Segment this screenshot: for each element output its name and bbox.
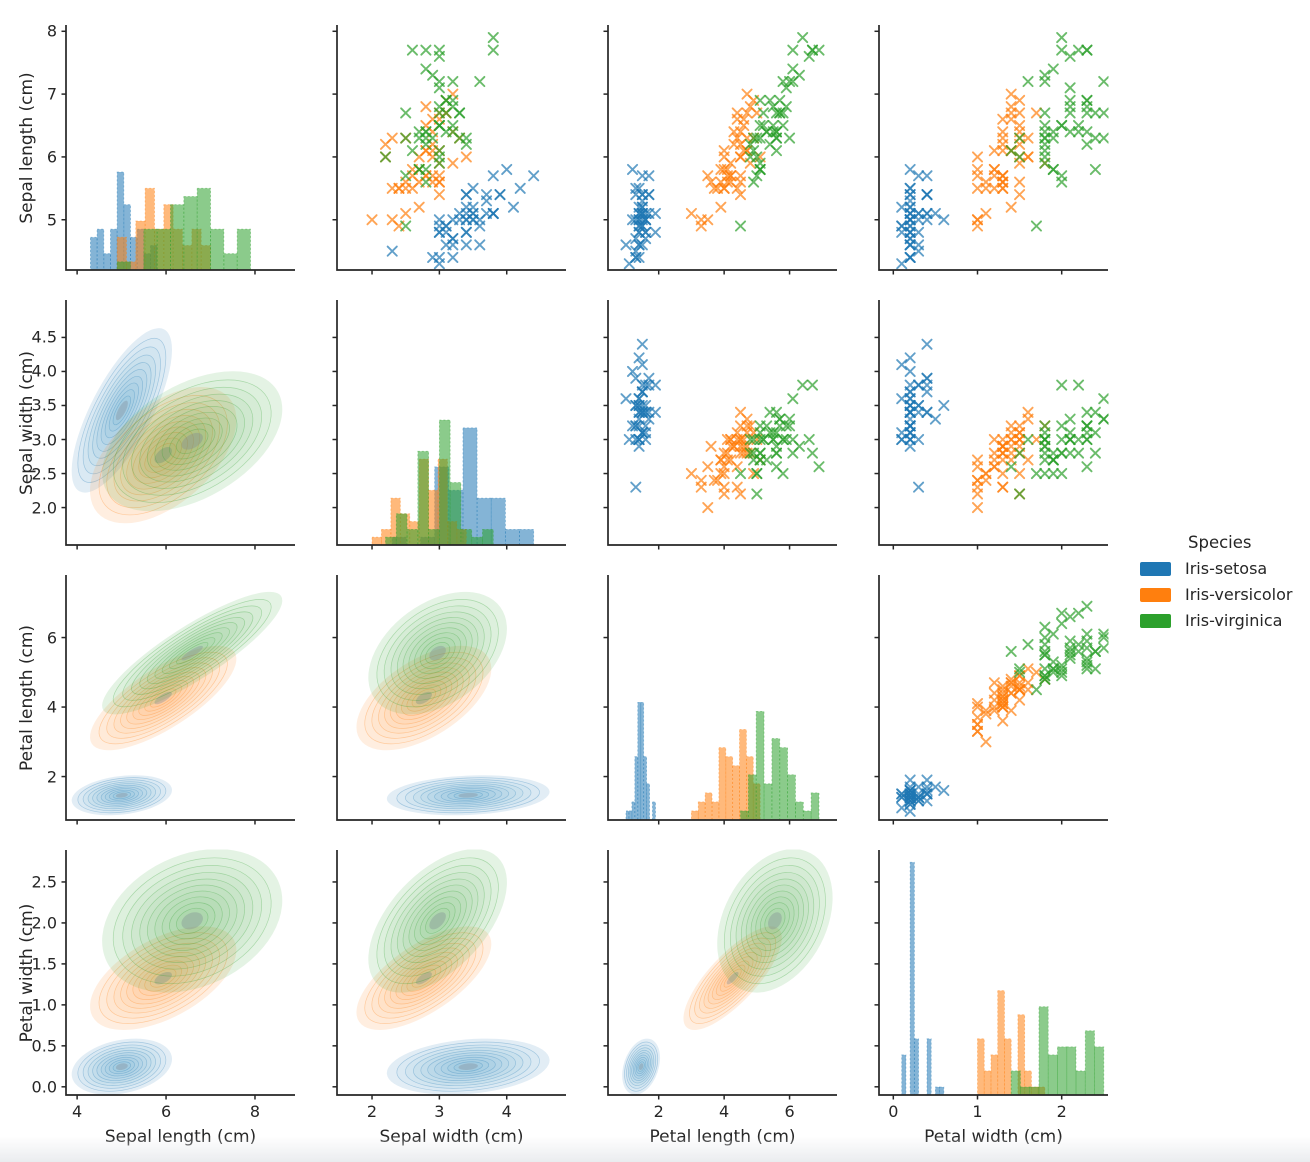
- legend-label: Iris-setosa: [1185, 559, 1268, 578]
- setosa-color-swatch: [1140, 561, 1171, 576]
- legend-label: Iris-virginica: [1185, 611, 1283, 630]
- legend-title: Species: [1188, 533, 1252, 552]
- legend-entry-versicolor: Iris-versicolor: [1140, 585, 1310, 604]
- versicolor-color-swatch: [1140, 587, 1171, 602]
- legend: Species Iris-setosa Iris-versicolor Iris…: [1140, 533, 1310, 630]
- virginica-color-swatch: [1140, 613, 1171, 628]
- legend-label: Iris-versicolor: [1185, 585, 1293, 604]
- footer-strip: [0, 1136, 1310, 1162]
- legend-entry-setosa: Iris-setosa: [1140, 559, 1310, 578]
- legend-entry-virginica: Iris-virginica: [1140, 611, 1310, 630]
